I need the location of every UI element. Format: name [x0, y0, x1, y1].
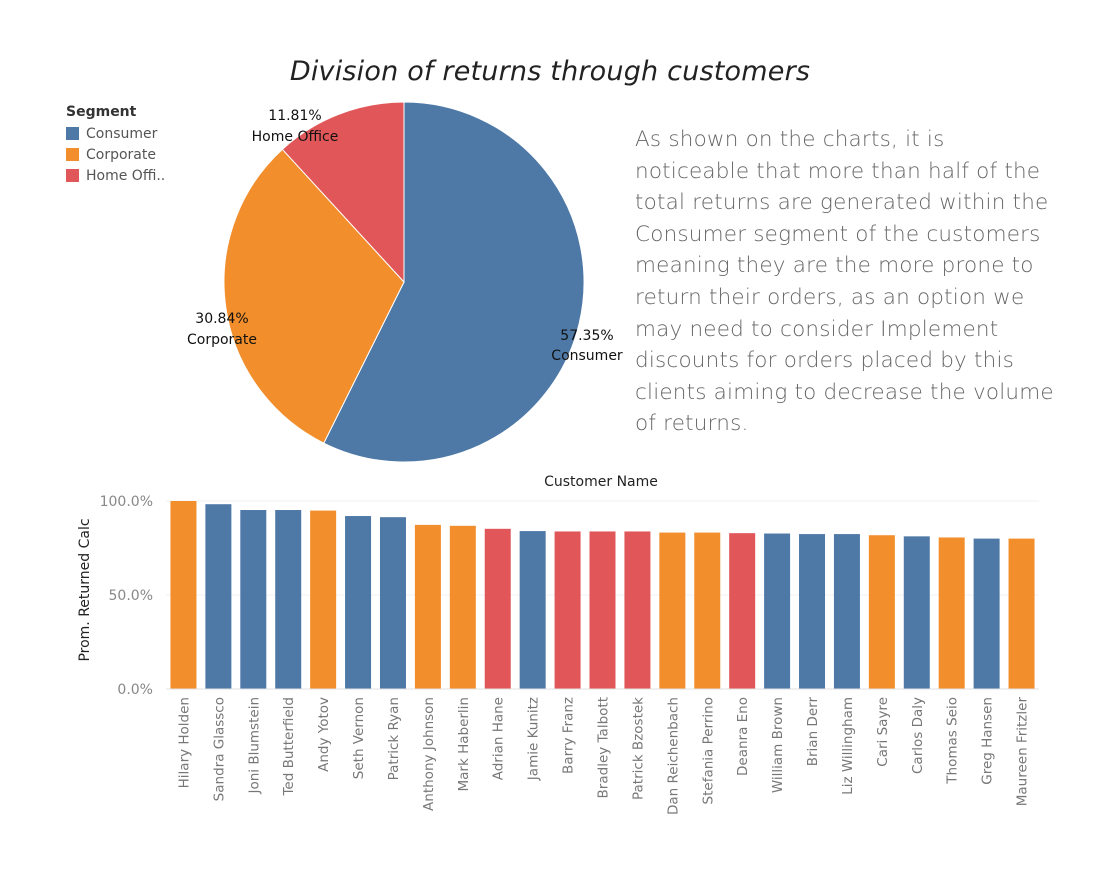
x-tick-label-greg-hansen: Greg Hansen — [980, 697, 996, 785]
legend-swatch-consumer — [66, 127, 79, 140]
x-tick-label-dan-reichenbach: Dan Reichenbach — [665, 697, 681, 815]
bar-greg-hansen[interactable] — [973, 538, 1000, 689]
y-axis-title: Prom. Returned Calc — [77, 518, 93, 661]
bar-deanra-eno[interactable] — [729, 533, 756, 689]
x-tick-label-sandra-glassco: Sandra Glassco — [211, 697, 227, 801]
bar-maureen-fritzler[interactable] — [1008, 538, 1035, 689]
bar-ted-butterfield[interactable] — [275, 510, 302, 689]
pie-slice-home-office[interactable] — [281, 101, 405, 284]
pie-value-label-consumer: 57.35% — [560, 328, 613, 344]
x-tick-label-carlos-daly: Carlos Daly — [910, 697, 926, 774]
x-tick-label-brian-derr: Brian Derr — [805, 697, 821, 767]
bar-stefania-perrino[interactable] — [694, 532, 721, 689]
x-tick-label-patrick-bzostek: Patrick Bzostek — [630, 697, 646, 800]
bar-andy-yotov[interactable] — [310, 510, 337, 689]
pie-chart: 57.35% Consumer 30.84% Corporate 11.81% Home … — [187, 101, 623, 463]
pie-category-label-consumer: Consumer — [551, 348, 623, 364]
legend-item-consumer[interactable]: Consumer — [66, 123, 165, 144]
bar-chart: Customer Name Prom. Returned Calc 0.0% 50.0… — [77, 474, 1039, 815]
pie-value-label-corporate: 30.84% — [195, 311, 248, 327]
bar-patrick-ryan[interactable] — [379, 517, 406, 689]
bar-sandra-glassco[interactable] — [205, 504, 232, 689]
bar-mark-haberlin[interactable] — [449, 525, 476, 689]
legend-swatch-corporate — [66, 148, 79, 161]
x-tick-label-patrick-ryan: Patrick Ryan — [386, 697, 402, 780]
legend-item-home-office[interactable]: Home Offi.. — [66, 165, 165, 186]
bar-cari-sayre[interactable] — [868, 535, 895, 689]
x-tick-label-barry-franz: Barry Franz — [561, 697, 577, 774]
legend-title: Segment — [66, 104, 137, 120]
bar-joni-blumstein[interactable] — [240, 510, 267, 689]
segment-legend: Segment Consumer Corporate Home Offi.. — [66, 104, 165, 186]
x-tick-label-cari-sayre: Cari Sayre — [875, 697, 891, 767]
x-axis-title: Customer Name — [544, 474, 658, 490]
x-tick-label-thomas-seio: Thomas Seio — [945, 697, 961, 785]
commentary-text: As shown on the charts, it is noticeable… — [635, 127, 1054, 437]
bar-seth-vernon[interactable] — [345, 516, 372, 689]
pie-slice-corporate[interactable] — [223, 148, 405, 444]
bar-liz-willingham[interactable] — [833, 534, 860, 689]
x-tick-label-maureen-fritzler: Maureen Fritzler — [1015, 697, 1031, 807]
y-tick-label: 100.0% — [100, 494, 153, 510]
dashboard-title: Division of returns through customers — [289, 56, 811, 87]
bar-jamie-kunitz[interactable] — [519, 531, 546, 689]
pie-category-label-corporate: Corporate — [187, 332, 257, 348]
x-tick-label-mark-haberlin: Mark Haberlin — [456, 697, 472, 792]
pie-slice-consumer[interactable] — [323, 101, 585, 463]
legend-label-corporate: Corporate — [86, 146, 156, 163]
legend-label-consumer: Consumer — [86, 125, 158, 142]
bar-bradley-talbott[interactable] — [589, 531, 616, 689]
bar-anthony-johnson[interactable] — [414, 524, 441, 689]
bar-carlos-daly[interactable] — [903, 536, 930, 689]
legend-label-home-office: Home Offi.. — [86, 167, 166, 184]
legend-item-corporate[interactable]: Corporate — [66, 144, 165, 165]
x-tick-label-ted-butterfield: Ted Butterfield — [281, 697, 297, 797]
x-tick-label-liz-willingham: Liz Willingham — [840, 697, 856, 795]
x-tick-label-adrian-hane: Adrian Hane — [491, 697, 507, 780]
x-tick-label-hilary-holden: Hilary Holden — [176, 697, 192, 788]
x-tick-label-joni-blumstein: Joni Blumstein — [246, 697, 262, 795]
bar-adrian-hane[interactable] — [484, 528, 511, 689]
bar-thomas-seio[interactable] — [938, 537, 965, 689]
x-tick-label-stefania-perrino: Stefania Perrino — [700, 697, 716, 804]
legend-swatch-home-office — [66, 169, 79, 182]
x-tick-label-deanra-eno: Deanra Eno — [735, 697, 751, 776]
bar-barry-franz[interactable] — [554, 531, 581, 689]
x-tick-label-jamie-kunitz: Jamie Kunitz — [526, 697, 542, 781]
bar-patrick-bzostek[interactable] — [624, 531, 651, 689]
pie-category-label-home-office: Home Office — [252, 129, 339, 145]
x-tick-label-bradley-talbott: Bradley Talbott — [596, 697, 612, 798]
x-tick-label-anthony-johnson: Anthony Johnson — [421, 697, 437, 811]
bar-william-brown[interactable] — [764, 533, 791, 689]
bar-brian-derr[interactable] — [799, 534, 826, 689]
bar-dan-reichenbach[interactable] — [659, 532, 686, 689]
y-tick-label: 50.0% — [109, 588, 153, 604]
y-tick-label: 0.0% — [117, 682, 153, 698]
bar-hilary-holden[interactable] — [170, 501, 197, 689]
x-tick-label-andy-yotov: Andy Yotov — [316, 697, 332, 772]
x-tick-label-william-brown: William Brown — [770, 697, 786, 793]
pie-value-label-home-office: 11.81% — [268, 108, 321, 124]
x-tick-label-seth-vernon: Seth Vernon — [351, 697, 367, 779]
